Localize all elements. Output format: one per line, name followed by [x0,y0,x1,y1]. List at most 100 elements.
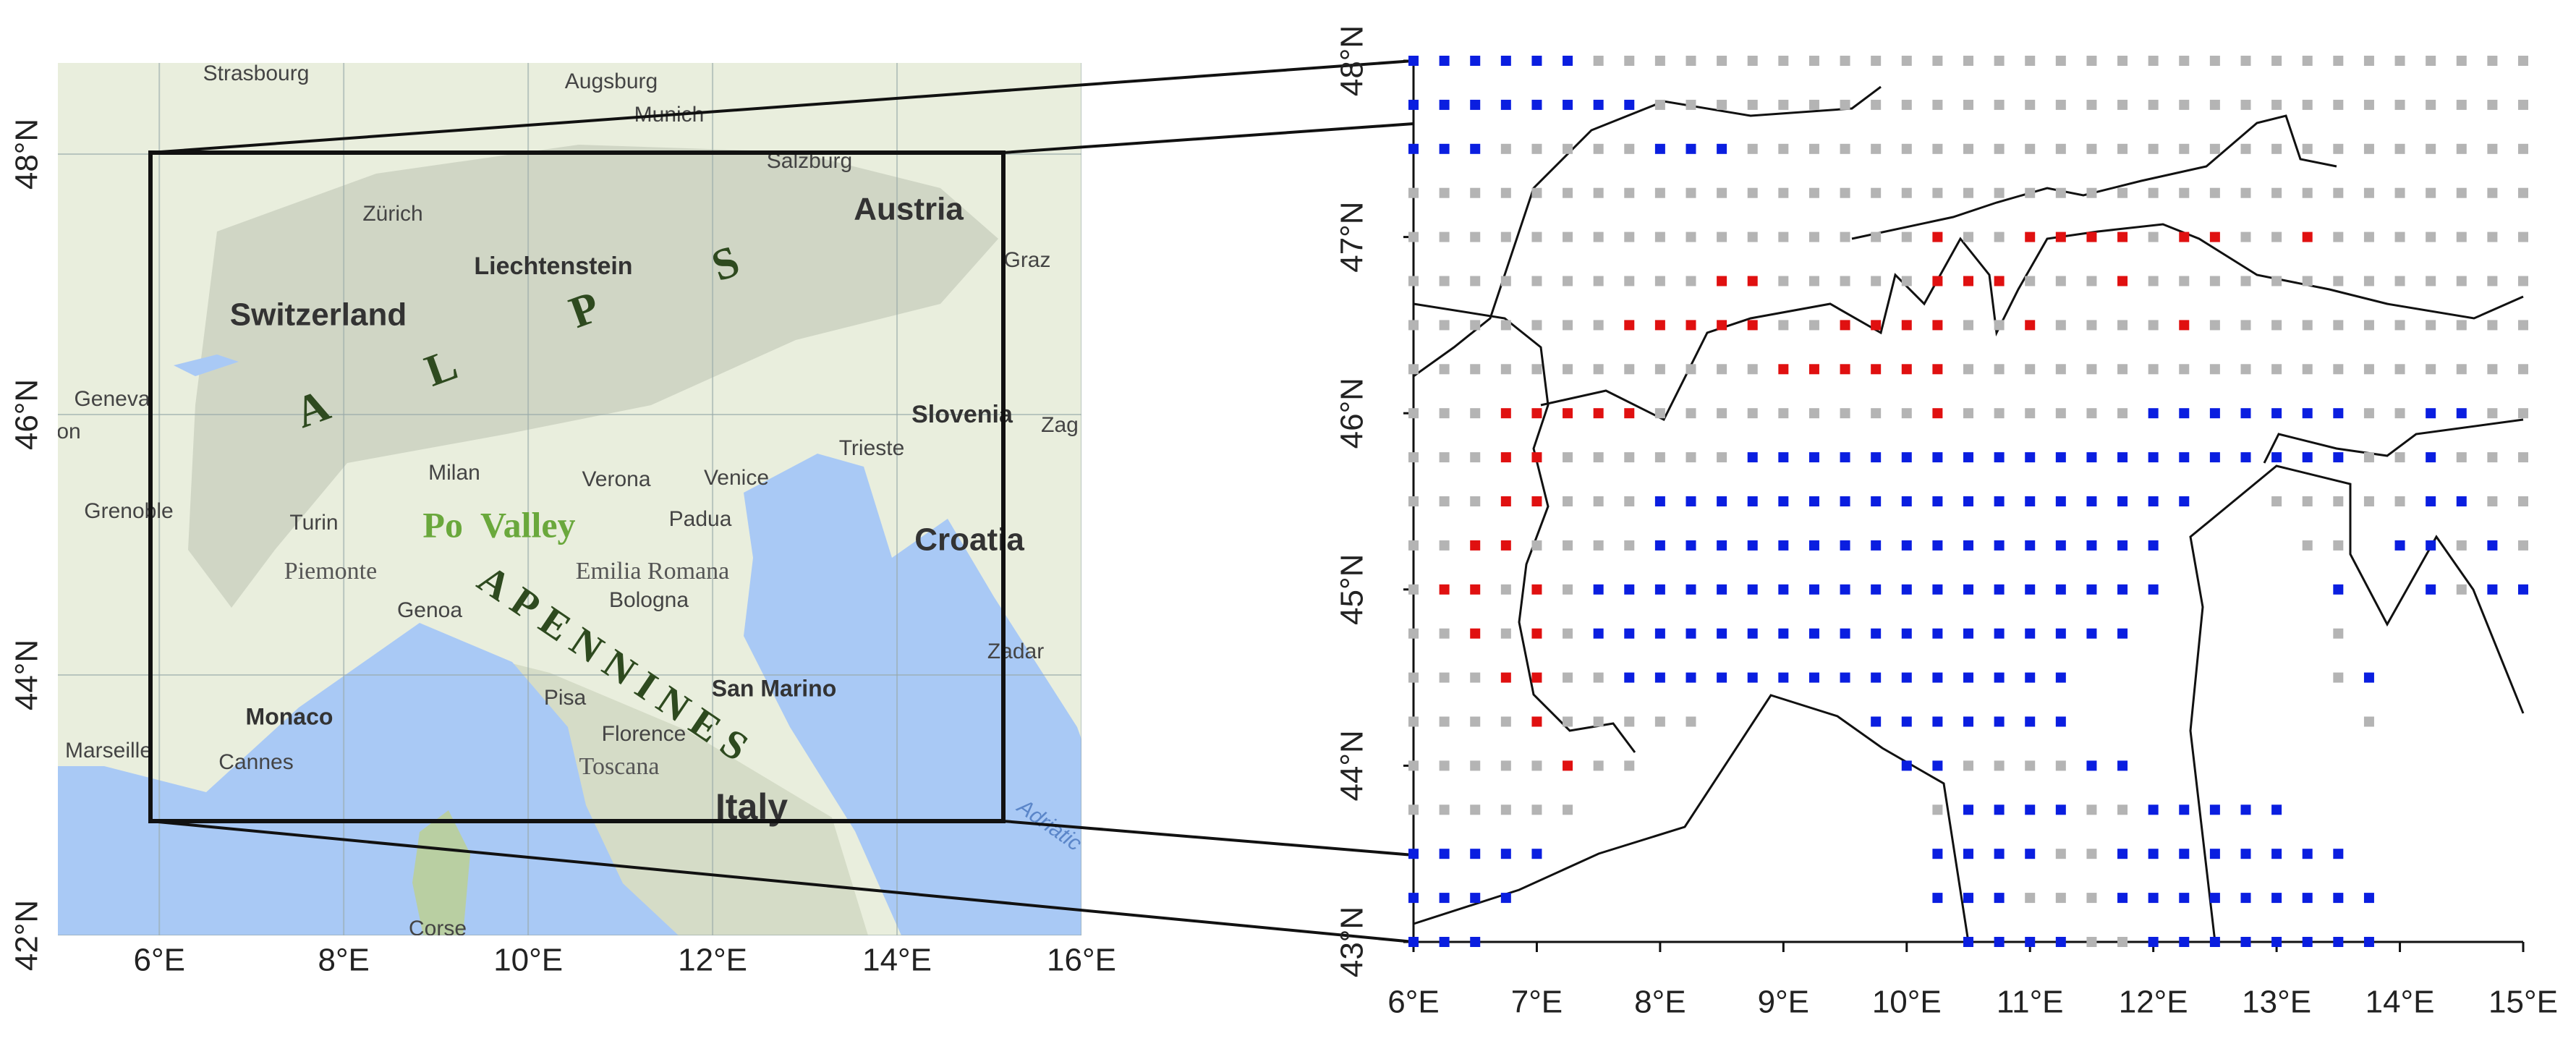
grid-point [1840,540,1850,551]
grid-point [1439,760,1450,771]
grid-point [2302,496,2313,506]
grid-point [2240,56,2251,66]
grid-point [1593,320,1604,331]
grid-point [1717,628,1727,639]
map-label: Marseille [65,739,152,763]
grid-point [1686,452,1696,463]
grid-point [1717,320,1727,331]
grid-point [2025,584,2036,595]
y-tick-label: 43°N [1335,906,1370,977]
grid-point [1901,716,1912,727]
grid-point [1963,364,1973,375]
grid-point [1408,540,1419,551]
grid-point [1531,496,1542,506]
grid-point [1994,937,2005,947]
grid-point [1593,628,1604,639]
grid-point [2456,496,2467,506]
grid-point [1654,320,1665,331]
grid-point [1500,628,1511,639]
x-tick-label: 8°E [1634,985,1686,1020]
map-label: Cannes [218,750,293,774]
grid-point [1531,320,1542,331]
grid-point [2055,232,2066,242]
grid-point [2302,320,2313,331]
grid-point [1500,584,1511,595]
grid-point [1963,452,1973,463]
grid-point [1901,187,1912,198]
grid-point [2456,232,2467,242]
grid-point [2209,276,2220,286]
grid-point [1871,99,1882,110]
grid-point [1994,408,2005,419]
grid-point [1932,716,1943,727]
grid-point [2302,452,2313,463]
grid-point [2025,320,2036,331]
grid-point [1593,232,1604,242]
grid-point [1654,584,1665,595]
grid-point [1531,99,1542,110]
grid-point [2086,760,2097,771]
grid-point [1408,408,1419,419]
grid-point [1901,56,1912,66]
grid-point [2394,56,2405,66]
grid-point [1871,540,1882,551]
map-label: Croatia [914,522,1024,558]
grid-point [2333,187,2344,198]
grid-point [1871,364,1882,375]
grid-point [1963,716,1973,727]
grid-point [1500,672,1511,683]
grid-point [1439,320,1450,331]
grid-point [2456,452,2467,463]
grid-point [2333,584,2344,595]
grid-point [1654,628,1665,639]
grid-point [1654,496,1665,506]
grid-point [1408,452,1419,463]
grid-point [1840,364,1850,375]
y-tick-label: 44°N [9,640,45,710]
grid-point [2518,187,2528,198]
grid-point [2271,364,2282,375]
grid-point [1840,584,1850,595]
grid-point [2518,320,2528,331]
grid-point [1994,804,2005,815]
grid-point [2363,276,2374,286]
grid-point [1747,584,1758,595]
grid-point [2394,320,2405,331]
border [1413,85,1882,378]
grid-point [2518,584,2528,595]
grid-point [1686,99,1696,110]
grid-point [1747,408,1758,419]
grid-point [1778,187,1789,198]
grid-point [2518,540,2528,551]
grid-point [1963,56,1973,66]
grid-point [1439,849,1450,859]
grid-point [1624,187,1635,198]
grid-point [1408,143,1419,154]
grid-point [1686,716,1696,727]
grid-point [1439,540,1450,551]
grid-point [2179,804,2190,815]
grid-point [2333,849,2344,859]
grid-point [2025,628,2036,639]
grid-point [1994,584,2005,595]
grid-point [2487,187,2498,198]
grid-point [1563,496,1573,506]
grid-point [1686,672,1696,683]
x-tick-label: 14°E [862,943,932,978]
grid-point [1654,716,1665,727]
grid-point [1747,56,1758,66]
grid-point [1932,849,1943,859]
grid-point [1840,56,1850,66]
grid-point [1593,584,1604,595]
grid-point [2117,143,2128,154]
grid-point [2148,364,2159,375]
map-label: Padua [669,507,732,531]
grid-point [1439,937,1450,947]
grid-point [1563,760,1573,771]
grid-point [1901,276,1912,286]
grid-point [1593,276,1604,286]
grid-point [1654,672,1665,683]
grid-point [1500,187,1511,198]
map-label: Trieste [839,436,905,460]
